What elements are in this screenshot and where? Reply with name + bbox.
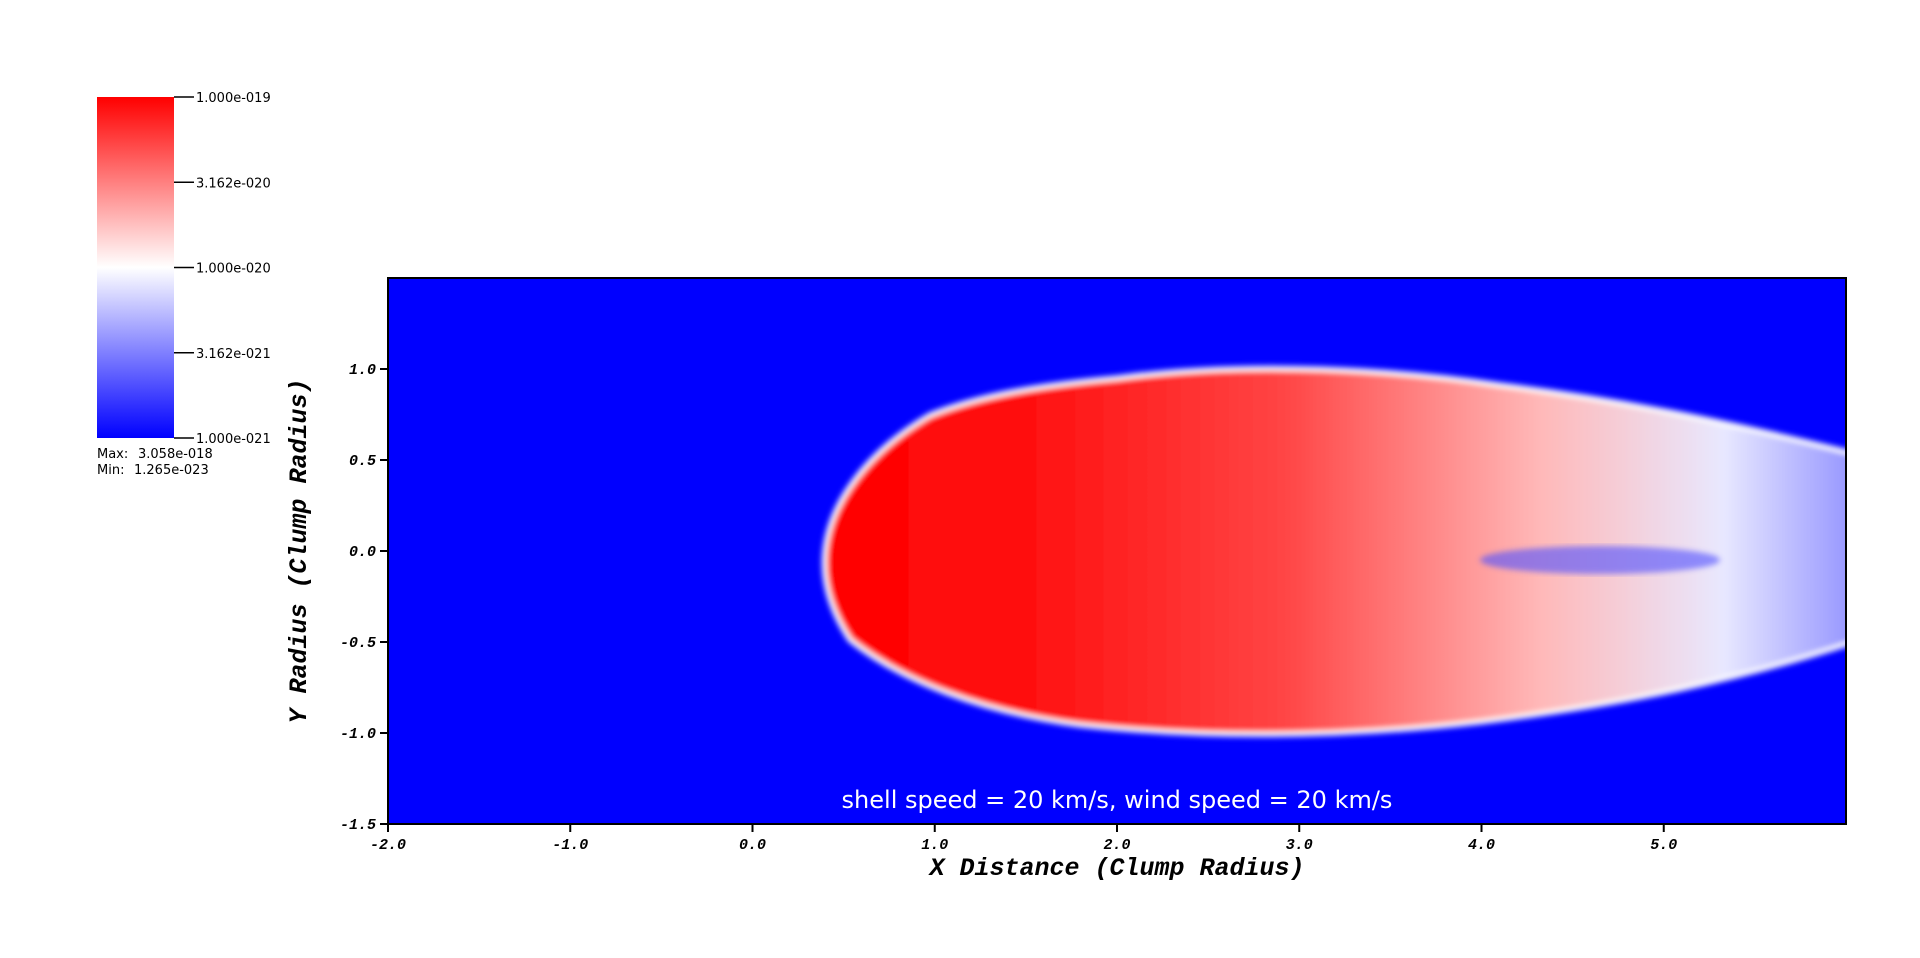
annotation: shell speed = 20 km/s, wind speed = 20 k… bbox=[842, 786, 1393, 814]
colorbar-tick-label: 3.162e-020 bbox=[196, 176, 271, 191]
x-tick-label: 3.0 bbox=[1286, 837, 1313, 854]
x-axis-title: X Distance (Clump Radius) bbox=[927, 854, 1304, 883]
y-tick-label: 0.5 bbox=[349, 453, 376, 470]
x-tick-label: 1.0 bbox=[921, 837, 948, 854]
density-field bbox=[821, 365, 1846, 737]
colorbar-tick-label: 1.000e-020 bbox=[196, 262, 271, 277]
x-tick-label: 2.0 bbox=[1103, 837, 1130, 854]
colorbar-tick-label: 3.162e-021 bbox=[196, 347, 271, 362]
colorbar-tick-label: 1.000e-021 bbox=[196, 432, 271, 447]
y-axis-title: Y Radius (Clump Radius) bbox=[285, 378, 314, 723]
x-tick-label: 4.0 bbox=[1468, 837, 1495, 854]
y-tick-label: -0.5 bbox=[340, 635, 376, 652]
y-tick-label: 0.0 bbox=[349, 544, 376, 561]
max-label: Max: bbox=[97, 447, 128, 462]
y-tick-label: -1.5 bbox=[340, 817, 376, 834]
min-label: Min: bbox=[97, 463, 124, 478]
x-tick-label: 0.0 bbox=[739, 837, 766, 854]
y-tick-label: 1.0 bbox=[349, 362, 376, 379]
x-tick-label: -1.0 bbox=[552, 837, 588, 854]
x-tick-label: 5.0 bbox=[1650, 837, 1677, 854]
colorbar-tick-label: 1.000e-019 bbox=[196, 91, 271, 106]
max-value: 3.058e-018 bbox=[138, 447, 213, 462]
y-tick-label: -1.0 bbox=[340, 726, 376, 743]
colorbar bbox=[97, 97, 174, 438]
x-tick-label: -2.0 bbox=[370, 837, 406, 854]
min-value: 1.265e-023 bbox=[134, 463, 209, 478]
